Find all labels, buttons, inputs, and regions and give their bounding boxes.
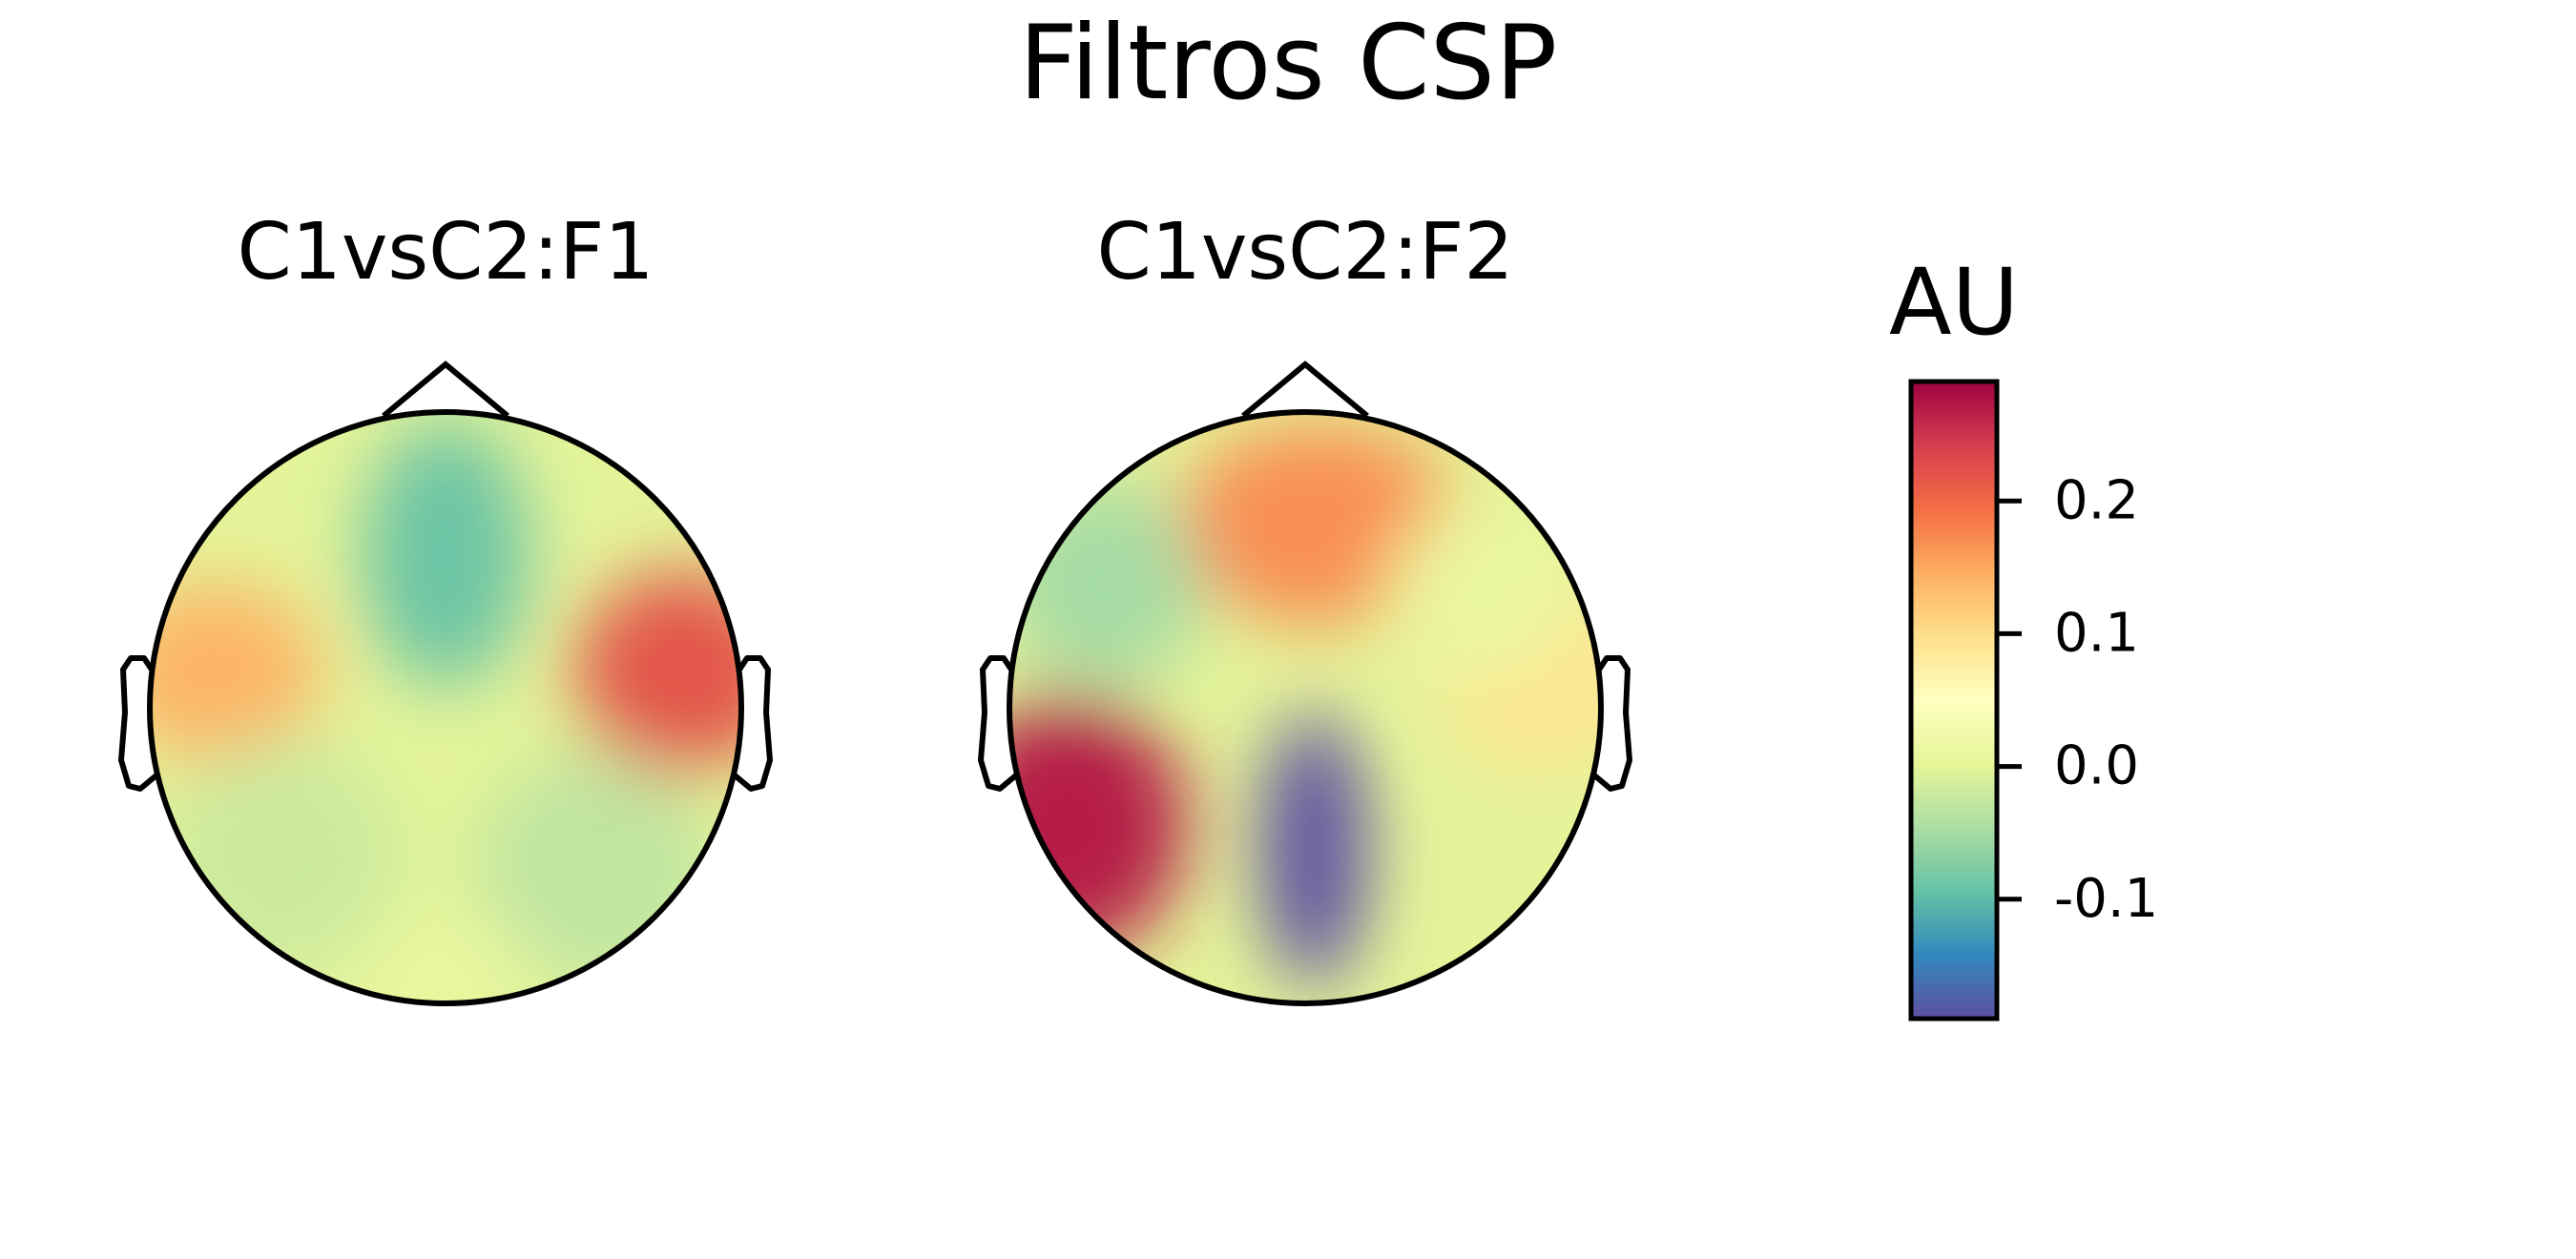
nose-icon	[382, 361, 509, 419]
topomap-title: C1vsC2:F1	[237, 207, 654, 298]
topomap-blob-left-parietal	[1009, 695, 1187, 957]
topomap-blob-right-frontal	[1387, 501, 1578, 678]
topomap-field	[150, 412, 741, 1003]
topomap-blob-left-temporal	[150, 583, 322, 761]
topomap-blob-right-temporal	[575, 571, 741, 774]
colorbar-tick-label: -0.1	[2054, 868, 2158, 930]
head-outline	[147, 409, 744, 1006]
topomap-blob-occipital-midline	[1260, 713, 1368, 986]
colorbar-label: AU	[1889, 249, 2019, 356]
topomap-panel-1: C1vsC2:F1	[118, 207, 773, 1006]
topomap-blob-occipital	[357, 915, 534, 1003]
topomap-blob-frontal-midline	[363, 421, 529, 688]
figure-title: Filtros CSP	[1019, 4, 1557, 123]
topomap-title: C1vsC2:F2	[1096, 207, 1513, 298]
topomap-panel-2: C1vsC2:F2	[978, 207, 1632, 1006]
topomap-field	[1009, 412, 1601, 1003]
left-ear-icon	[118, 655, 159, 792]
nose-icon	[1241, 361, 1369, 419]
left-ear-icon	[978, 655, 1019, 792]
right-ear-icon	[1591, 655, 1632, 792]
colorbar	[1908, 379, 2000, 1022]
colorbar-tick-label: 0.0	[2054, 735, 2139, 797]
right-ear-icon	[732, 655, 773, 792]
head-outline	[1007, 409, 1604, 1006]
colorbar-tick-label: 0.1	[2054, 602, 2139, 664]
colorbar-tick-label: 0.2	[2054, 469, 2139, 531]
topomap-blob-left-posterior	[164, 737, 402, 974]
